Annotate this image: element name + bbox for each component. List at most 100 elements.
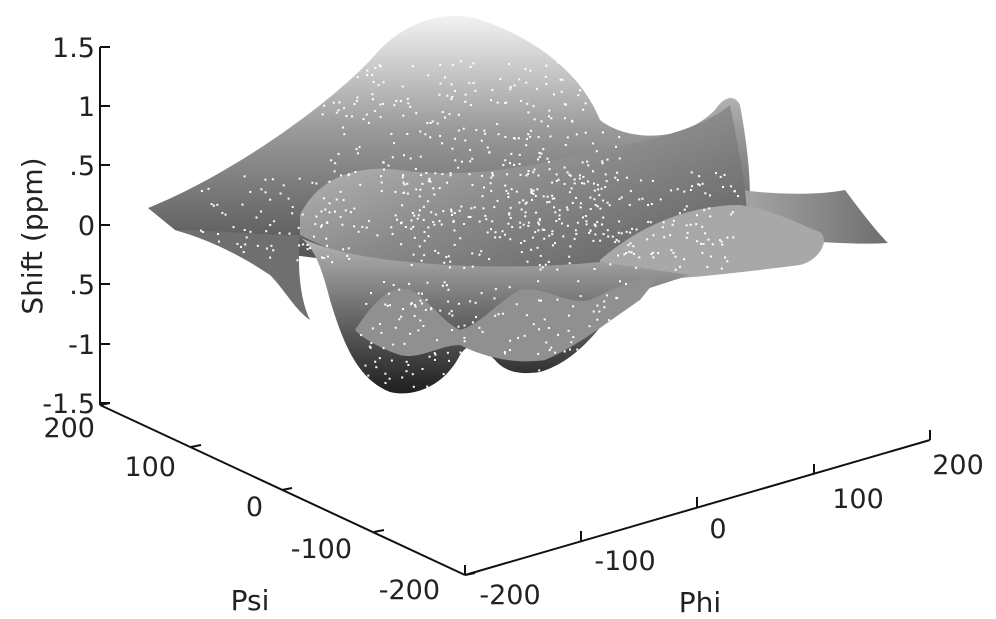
- surface-speckle: [504, 159, 507, 162]
- surface-speckle: [573, 237, 576, 240]
- surface-speckle: [660, 389, 662, 392]
- surface-speckle: [600, 187, 603, 190]
- surface-speckle: [471, 265, 474, 268]
- surface-speckle: [606, 158, 609, 161]
- surface-speckle: [414, 305, 417, 308]
- surface-speckle: [635, 228, 638, 231]
- surface-speckle: [453, 212, 456, 215]
- surface-speckle: [452, 219, 455, 222]
- surface-speckle: [272, 249, 275, 252]
- psi-tick-label: -200: [379, 575, 440, 606]
- surface-speckle: [380, 331, 383, 334]
- surface-speckle: [676, 188, 679, 191]
- z-ticks: 1.5 1 .5 0 .5 -1 -1.5: [42, 33, 110, 420]
- surface-speckle: [370, 342, 373, 345]
- surface-speckle: [582, 175, 585, 178]
- surface-speckle: [457, 325, 460, 328]
- surface-speckle: [307, 263, 310, 266]
- surface-speckle: [567, 329, 570, 332]
- surface-speckle: [661, 226, 664, 229]
- surface-speckle: [609, 263, 612, 266]
- surface-speckle: [531, 190, 533, 193]
- surface-speckle: [538, 223, 541, 226]
- surface-speckle: [359, 183, 362, 186]
- surface-speckle: [315, 215, 318, 218]
- surface-speckle: [574, 229, 577, 232]
- surface-speckle: [273, 220, 276, 223]
- surface-speckle: [565, 206, 568, 209]
- surface-speckle: [553, 93, 555, 96]
- surface-speckle: [401, 376, 404, 379]
- surface-speckle: [459, 60, 462, 63]
- surface-speckle: [362, 377, 365, 380]
- surface-speckle: [710, 255, 713, 258]
- surface-speckle: [391, 232, 394, 235]
- surface-speckle: [504, 352, 506, 355]
- surface-speckle: [422, 218, 425, 221]
- surface-speckle: [584, 359, 587, 361]
- surface-speckle: [618, 97, 620, 99]
- surface-speckle: [459, 237, 462, 240]
- surface-speckle: [404, 226, 407, 228]
- surface-speckle: [618, 73, 621, 76]
- surface-speckle: [559, 78, 562, 81]
- surface-speckle: [341, 223, 344, 226]
- surface-speckle: [357, 230, 360, 233]
- surface-speckle: [420, 174, 422, 177]
- surface-speckle: [565, 103, 567, 106]
- surface-speckle: [602, 328, 605, 331]
- surface-speckle: [474, 301, 477, 304]
- surface-speckle: [328, 180, 331, 183]
- surface-speckle: [494, 288, 497, 291]
- surface-speckle: [483, 186, 485, 189]
- surface-speckle: [245, 236, 248, 239]
- surface-speckle: [412, 385, 415, 388]
- surface-speckle: [573, 366, 576, 368]
- surface-speckle: [541, 228, 544, 231]
- surface-speckle: [469, 149, 472, 152]
- surface-speckle: [434, 249, 437, 252]
- surface-speckle: [537, 280, 540, 283]
- surface-speckle: [342, 248, 345, 251]
- surface-speckle: [555, 220, 558, 222]
- surface-speckle: [606, 73, 609, 76]
- surface-speckle: [457, 129, 460, 132]
- surface-speckle: [469, 104, 472, 107]
- surface-speckle: [425, 298, 428, 301]
- surface-speckle: [457, 166, 460, 169]
- surface-speckle: [392, 284, 395, 286]
- surface-speckle: [510, 385, 513, 388]
- surface-speckle: [382, 347, 385, 350]
- surface-speckle: [398, 288, 401, 291]
- surface-speckle: [671, 223, 674, 226]
- surface-speckle: [309, 247, 312, 250]
- surface-speckle: [678, 212, 681, 215]
- surface-speckle: [556, 268, 559, 271]
- surface-speckle: [464, 93, 467, 96]
- surface-speckle: [430, 307, 433, 310]
- surface-speckle: [525, 201, 528, 204]
- surface-speckle: [474, 89, 477, 92]
- surface-speckle: [491, 89, 494, 92]
- surface-speckle: [615, 145, 617, 148]
- surface-speckle: [410, 303, 413, 306]
- surface-speckle: [648, 385, 651, 388]
- surface-speckle: [594, 233, 597, 236]
- surface-speckle: [306, 243, 309, 246]
- surface-speckle: [577, 280, 580, 283]
- surface-speckle: [416, 217, 419, 220]
- surface-speckle: [578, 174, 581, 177]
- surface-speckle: [244, 243, 247, 246]
- surface-speckle: [651, 179, 654, 182]
- surface-speckle: [557, 178, 560, 181]
- surface-speckle: [700, 242, 702, 245]
- surface-speckle: [361, 225, 364, 228]
- surface-speckle: [453, 229, 456, 232]
- surface-speckle: [509, 238, 512, 241]
- surface-speckle: [601, 162, 604, 165]
- surface-speckle: [525, 174, 528, 177]
- surface-speckle: [478, 253, 481, 256]
- surface-speckle: [357, 69, 360, 72]
- surface-speckle: [464, 100, 467, 103]
- surface-speckle: [412, 225, 415, 228]
